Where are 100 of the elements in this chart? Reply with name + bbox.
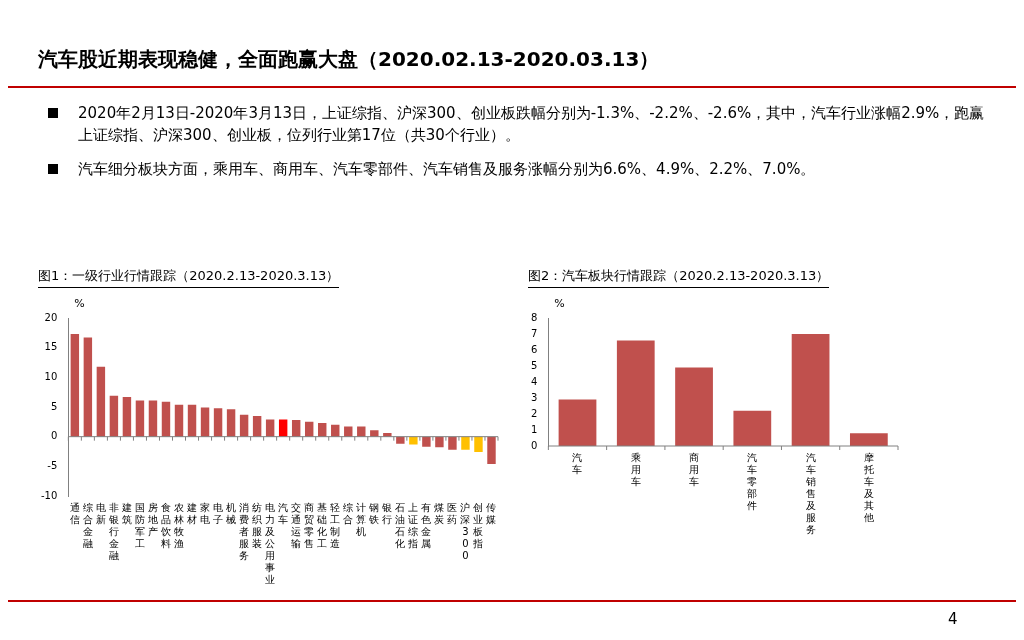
bar <box>278 419 288 437</box>
x-tick-label: 国防军工 <box>134 501 145 549</box>
bar <box>200 407 210 437</box>
bar <box>213 408 223 437</box>
y-axis-title: % <box>554 297 565 311</box>
bar <box>474 436 483 453</box>
x-tick-label: 乘用车 <box>630 451 641 487</box>
bar <box>396 436 405 444</box>
y-tick-label: -10 <box>40 489 58 501</box>
x-tick-label: 综合 <box>343 501 354 525</box>
text: 4 <box>948 610 958 628</box>
bar <box>174 404 184 437</box>
bar <box>409 436 418 445</box>
bar <box>675 367 713 446</box>
bar <box>70 334 80 437</box>
y-tick-label: -5 <box>47 459 58 471</box>
chart-title: 图2：汽车板块行情跟踪（2020.2.13-2020.3.13） <box>528 267 830 288</box>
x-tick-label: 汽车 <box>572 451 583 475</box>
bar <box>791 334 830 446</box>
x-tick-label: 上证综指 <box>407 501 419 549</box>
y-tick-label: 5 <box>530 359 538 371</box>
bar <box>435 436 444 448</box>
x-tick-label: 汽车 <box>278 501 289 525</box>
bar <box>135 400 145 437</box>
x-tick-label: 沪深300 <box>460 501 471 561</box>
x-tick-label: 通信 <box>69 501 80 525</box>
x-tick-label: 摩托车及其他 <box>862 451 874 523</box>
x-tick-label: 轻工制造 <box>330 501 341 549</box>
y-tick-label: 0 <box>530 439 538 451</box>
bar <box>291 420 301 437</box>
x-tick-label: 医药 <box>447 501 458 525</box>
x-tick-label: 石油石化 <box>395 501 406 549</box>
bar <box>226 409 236 437</box>
x-tick-label: 基础化工 <box>316 501 328 549</box>
bar <box>461 436 470 450</box>
bar <box>487 436 496 464</box>
bar <box>370 430 379 437</box>
x-tick-label: 建材 <box>186 501 198 525</box>
y-tick-label: 0 <box>50 430 58 442</box>
bar <box>109 395 119 437</box>
x-tick-label: 电新 <box>95 501 106 525</box>
x-tick-label: 创业板指 <box>472 501 484 549</box>
x-tick-label: 食品饮料 <box>159 501 171 549</box>
bar <box>148 400 158 437</box>
y-tick-label: 2 <box>530 407 538 419</box>
bar <box>252 415 262 437</box>
x-tick-label: 银行 <box>381 501 393 525</box>
x-tick-label: 非银行金融 <box>107 501 119 561</box>
x-tick-label: 农林牧渔 <box>173 501 184 549</box>
x-tick-label: 传媒 <box>486 501 497 525</box>
y-tick-label: 10 <box>44 370 58 382</box>
y-tick-label: 8 <box>530 311 538 323</box>
x-tick-label: 纺织服装 <box>252 501 263 549</box>
bar <box>383 433 392 437</box>
bar <box>318 423 327 437</box>
x-tick-label: 有色金属 <box>421 501 432 549</box>
x-tick-label: 煤炭 <box>434 501 445 525</box>
x-tick-label: 钢铁 <box>368 501 380 525</box>
bar <box>304 421 314 437</box>
bar <box>357 426 366 437</box>
x-tick-label: 汽车销售及服务 <box>804 451 816 535</box>
bar <box>422 436 431 447</box>
x-tick-label: 商贸零售 <box>304 501 315 549</box>
x-tick-label: 机械 <box>226 501 237 525</box>
bar <box>616 340 655 446</box>
y-tick-label: 6 <box>530 343 538 355</box>
bar <box>849 433 888 446</box>
y-tick-label: 20 <box>44 311 58 323</box>
x-tick-label: 建筑 <box>120 501 132 525</box>
x-tick-label: 消费者服务 <box>239 501 250 561</box>
bar <box>96 366 106 437</box>
x-tick-label: 电子 <box>213 501 224 525</box>
y-axis-title: % <box>74 297 85 311</box>
y-tick-label: 4 <box>530 375 538 387</box>
bar <box>187 404 197 437</box>
y-tick-label: 1 <box>530 423 538 435</box>
x-tick-label: 综合金融 <box>82 501 93 549</box>
bar <box>239 414 249 437</box>
bar <box>733 410 772 446</box>
text: 汽车股近期表现稳健，全面跑赢大盘（2020.02.13-2020.03.13） <box>38 46 660 73</box>
bar <box>558 399 597 446</box>
y-tick-label: 15 <box>44 341 58 353</box>
x-tick-label: 家电 <box>200 501 211 525</box>
chart-title: 图1：一级行业行情跟踪（2020.2.13-2020.3.13） <box>38 267 340 288</box>
y-tick-label: 7 <box>530 327 538 339</box>
x-tick-label: 商用车 <box>689 451 700 487</box>
text: 2020年2月13日-2020年3月13日，上证综指、沪深300、创业板跌幅分别为-1.3%、-2.2%、-2.6%，其中，汽车行业涨幅2.9%，跑赢上证综指、沪深300、创业板，位列行业第17位（共30个行业）。 <box>78 103 986 146</box>
x-tick-label: 电力及公用事业 <box>265 501 276 585</box>
bar <box>161 401 171 437</box>
bar <box>448 436 457 450</box>
y-tick-label: 5 <box>50 400 58 412</box>
text: 汽车细分板块方面，乘用车、商用车、汽车零部件、汽车销售及服务涨幅分别为6.6%、4.9%、2.2%、7.0%。 <box>78 159 816 180</box>
x-tick-label: 房地产 <box>146 501 158 537</box>
bar <box>83 337 93 437</box>
x-tick-label: 交通运输 <box>291 501 302 549</box>
x-tick-label: 计算机 <box>356 501 367 537</box>
x-tick-label: 汽车零部件 <box>747 451 758 511</box>
y-tick-label: 3 <box>530 391 538 403</box>
bar <box>265 419 275 437</box>
bar <box>122 396 132 437</box>
